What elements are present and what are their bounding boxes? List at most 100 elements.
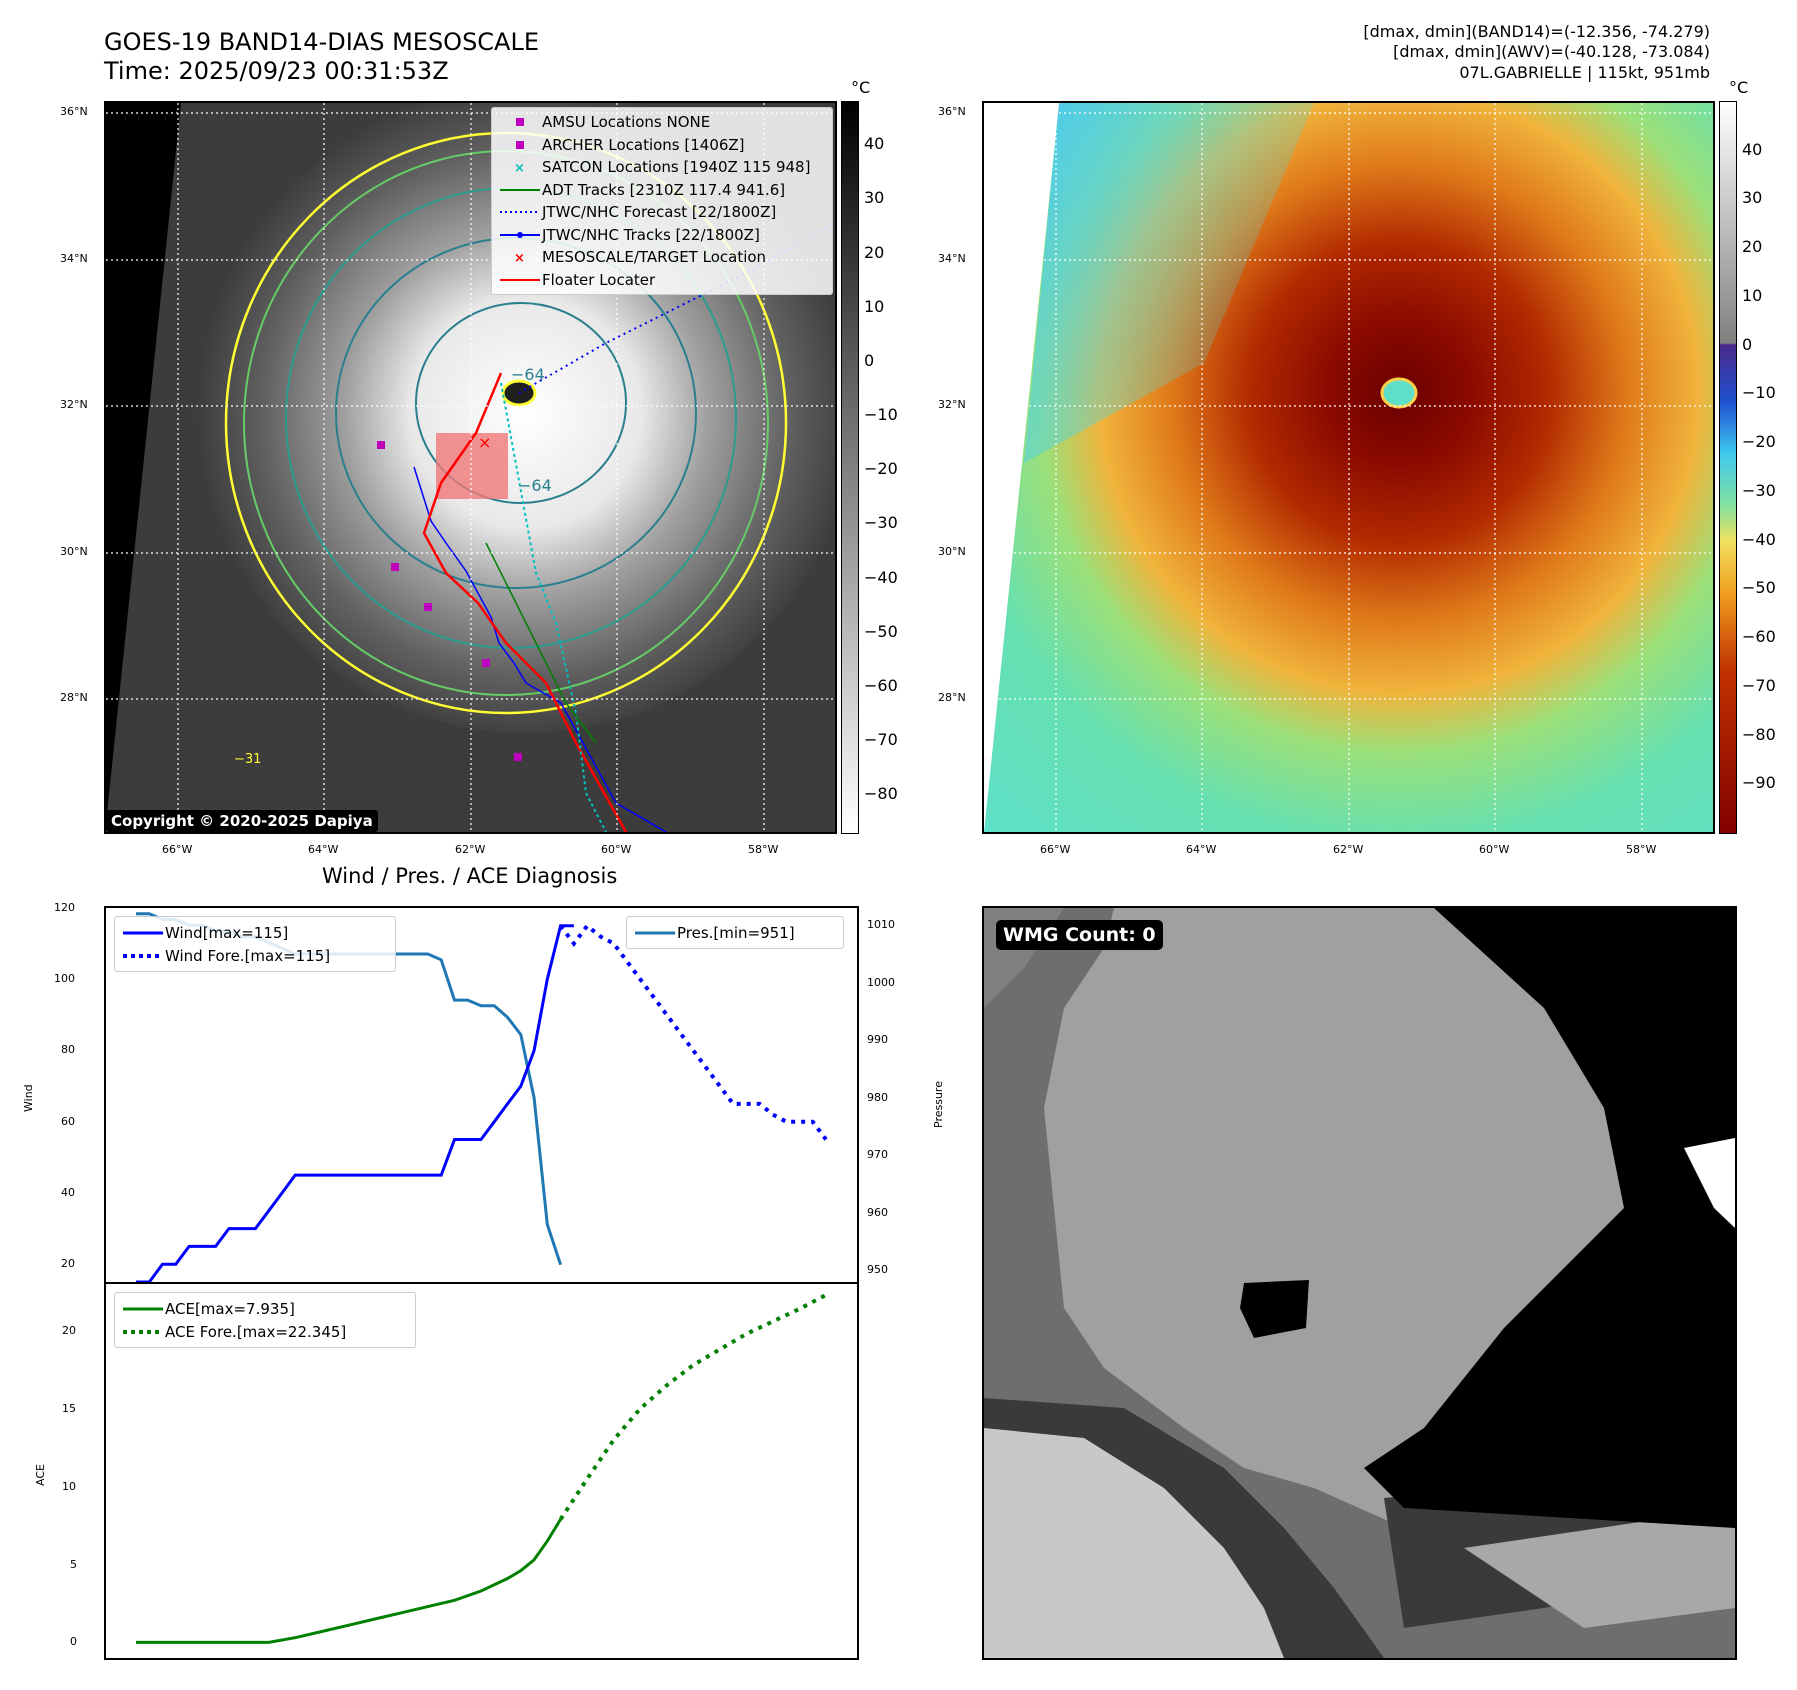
color-colorbar-tick: −70 xyxy=(1742,675,1776,695)
ir-colorbar-tick: −40 xyxy=(864,567,898,587)
color-colorbar xyxy=(1719,101,1737,834)
ir-lat-tick: 30°N xyxy=(60,545,88,558)
wind-y-tick: 20 xyxy=(61,1257,75,1271)
pressure-axis-label: Pressure xyxy=(932,1081,945,1128)
legend-symbol-icon: × xyxy=(498,251,542,263)
pressure-y-tick: 980 xyxy=(867,1090,888,1104)
wind-pressure-chart: Wind[max=115] Wind Fore.[max=115] Pres.[… xyxy=(104,906,859,1284)
legend-label: JTWC/NHC Tracks [22/1800Z] xyxy=(542,225,760,244)
ir-colorbar-tick: 40 xyxy=(864,134,885,154)
ir-map-legend: AMSU Locations NONE ARCHER Locations [140… xyxy=(491,107,833,295)
wind-y-tick: 120 xyxy=(54,901,75,914)
color-map-panel xyxy=(982,101,1715,834)
legend-label: ARCHER Locations [1406Z] xyxy=(542,135,745,154)
ir-colorbar-tick: −10 xyxy=(864,405,898,425)
legend-item: × SATCON Locations [1940Z 115 948] xyxy=(498,156,826,179)
cm-lat-tick: 30°N xyxy=(938,545,966,558)
ir-lon-tick: 58°W xyxy=(748,843,779,856)
ir-colorbar-tick: −50 xyxy=(864,621,898,641)
cm-lon-tick: 58°W xyxy=(1626,843,1657,856)
color-colorbar-tick: 20 xyxy=(1742,237,1763,257)
info-storm: 07L.GABRIELLE | 115kt, 951mb xyxy=(1459,63,1710,82)
ace-forecast-line xyxy=(558,1293,827,1521)
color-colorbar-tick: 10 xyxy=(1742,285,1763,305)
cm-lon-tick: 60°W xyxy=(1479,843,1510,856)
wind-legend-label: Wind[max=115] xyxy=(165,923,289,942)
legend-symbol-icon xyxy=(498,140,542,150)
ir-colorbar-tick: −80 xyxy=(864,784,898,804)
pressure-y-tick: 1000 xyxy=(867,975,895,989)
ir-lat-tick: 32°N xyxy=(60,398,88,411)
contour-label: −31 xyxy=(234,752,261,767)
legend-symbol-icon xyxy=(498,117,542,127)
wind-y-tick: 100 xyxy=(54,972,75,986)
wind-y-tick: 80 xyxy=(61,1043,75,1057)
ir-colorbar-tick: −30 xyxy=(864,513,898,533)
wind-legend: Wind[max=115] Wind Fore.[max=115] xyxy=(114,916,396,972)
ace-legend: ACE[max=7.935] ACE Fore.[max=22.345] xyxy=(114,1292,416,1348)
ace-legend-label: ACE[max=7.935] xyxy=(165,1299,295,1318)
ir-lat-tick: 34°N xyxy=(60,252,88,265)
ir-colorbar-tick: 30 xyxy=(864,188,885,208)
ir-lat-tick: 28°N xyxy=(60,691,88,704)
pressure-y-tick: 970 xyxy=(867,1148,888,1162)
wmg-count-badge: WMG Count: 0 xyxy=(996,920,1163,950)
color-colorbar-tick: 40 xyxy=(1742,139,1763,159)
legend-label: AMSU Locations NONE xyxy=(542,113,711,132)
ace-line xyxy=(136,1518,562,1644)
copyright-label: Copyright © 2020-2025 Dapiya xyxy=(106,810,378,832)
legend-label: SATCON Locations [1940Z 115 948] xyxy=(542,158,811,177)
ir-colorbar-tick: 0 xyxy=(864,350,875,370)
ace-plot xyxy=(136,1293,827,1644)
legend-item: Floater Locater xyxy=(498,269,826,292)
legend-label: JTWC/NHC Forecast [22/1800Z] xyxy=(542,203,777,222)
color-colorbar-tick: 0 xyxy=(1742,334,1753,354)
wind-line xyxy=(136,924,574,1282)
chart-time: Time: 2025/09/23 00:31:53Z xyxy=(104,57,449,85)
wmg-image xyxy=(984,908,1735,1658)
legend-item: JTWC/NHC Tracks [22/1800Z] xyxy=(498,224,826,247)
wind-y-tick: 40 xyxy=(61,1185,75,1199)
legend-item: AMSU Locations NONE xyxy=(498,111,826,134)
ace-y-tick: 15 xyxy=(62,1401,76,1415)
svg-text:×: × xyxy=(478,433,491,452)
legend-symbol-icon xyxy=(498,187,542,193)
ace-y-tick: 5 xyxy=(70,1557,77,1571)
color-colorbar-tick: −20 xyxy=(1742,432,1776,452)
pressure-y-tick: 960 xyxy=(867,1205,888,1219)
color-colorbar-tick: 30 xyxy=(1742,188,1763,208)
legend-label: Floater Locater xyxy=(542,270,656,289)
wind-axis-label: Wind xyxy=(22,1084,35,1112)
legend-item: ARCHER Locations [1406Z] xyxy=(498,134,826,157)
ace-y-tick: 0 xyxy=(70,1635,77,1649)
ir-colorbar-unit: °C xyxy=(851,78,871,97)
legend-symbol-icon xyxy=(498,209,542,215)
color-colorbar-tick: −30 xyxy=(1742,480,1776,500)
ir-lon-tick: 64°W xyxy=(308,843,339,856)
pressure-y-tick: 1010 xyxy=(867,918,895,932)
ir-colorbar-tick: −70 xyxy=(864,729,898,749)
cm-lon-tick: 66°W xyxy=(1040,843,1071,856)
legend-label: MESOSCALE/TARGET Location xyxy=(542,248,767,267)
pressure-y-tick: 990 xyxy=(867,1033,888,1047)
ir-map-panel: × −64 −64 −31 AMSU Locations NONE ARCHER … xyxy=(104,101,837,834)
legend-symbol-icon xyxy=(498,277,542,283)
color-colorbar-tick: −90 xyxy=(1742,773,1776,793)
cm-lat-tick: 28°N xyxy=(938,691,966,704)
info-band14: [dmax, dmin](BAND14)=(-12.356, -74.279) xyxy=(1363,22,1710,41)
wind-forecast-line xyxy=(558,922,828,1141)
contour-label: −64 xyxy=(518,476,552,495)
color-colorbar-unit: °C xyxy=(1729,78,1749,97)
ace-chart: ACE[max=7.935] ACE Fore.[max=22.345] xyxy=(104,1282,859,1660)
wind-y-tick: 60 xyxy=(61,1114,75,1128)
diagnosis-title: Wind / Pres. / ACE Diagnosis xyxy=(322,864,618,888)
ir-colorbar-tick: −20 xyxy=(864,459,898,479)
chart-title: GOES-19 BAND14-DIAS MESOSCALE xyxy=(104,28,540,56)
color-colorbar-tick: −40 xyxy=(1742,529,1776,549)
ir-colorbar xyxy=(841,101,859,834)
legend-item: × MESOSCALE/TARGET Location xyxy=(498,246,826,269)
ace-y-tick: 10 xyxy=(62,1479,76,1493)
ir-colorbar-tick: 20 xyxy=(864,242,885,262)
svg-text:×: × xyxy=(514,251,525,263)
ir-lon-tick: 60°W xyxy=(601,843,632,856)
